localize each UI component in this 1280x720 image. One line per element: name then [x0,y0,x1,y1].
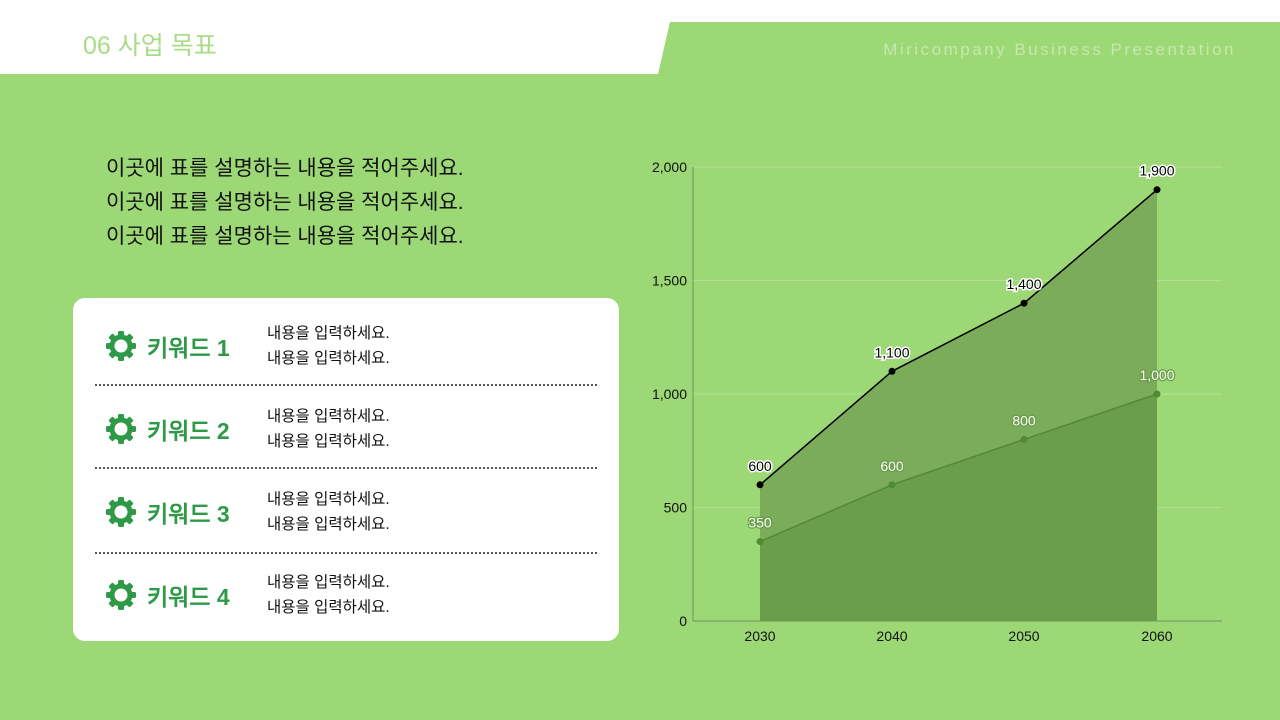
y-tick-label: 1,500 [652,273,687,289]
gear-icon [106,331,136,361]
header-green-band [658,22,1280,74]
keyword-label: 키워드 1 [147,335,230,361]
description-line: 이곳에 표를 설명하는 내용을 적어주세요. [106,191,464,214]
series-2-point [888,481,896,489]
series-2-area [760,394,1157,621]
data-label: 600 [880,458,904,474]
keyword-label: 키워드 3 [147,501,230,527]
divider [95,552,597,554]
series-1-point [756,481,764,489]
data-label: 800 [1012,412,1036,428]
page-title: 06 사업 목표 [83,32,217,60]
description-line: 이곳에 표를 설명하는 내용을 적어주세요. [106,157,464,180]
x-tick-label: 2040 [876,628,907,644]
keyword-content-line: 내용을 입력하세요. [267,599,390,616]
keyword-content-line: 내용을 입력하세요. [267,491,390,508]
y-tick-label: 1,000 [652,386,687,402]
keyword-content-line: 내용을 입력하세요. [267,325,390,342]
data-label: 1,000 [1139,367,1174,383]
series-1-point [888,367,896,375]
series-2-point [1020,435,1028,443]
y-tick-label: 0 [679,613,687,629]
keyword-row-1: 키워드 1 내용을 입력하세요. 내용을 입력하세요. [73,298,619,381]
divider [95,467,597,469]
keyword-content-line: 내용을 입력하세요. [267,408,390,425]
x-tick-label: 2050 [1008,628,1039,644]
series-2-line [759,393,1158,543]
data-label: 1,100 [874,344,909,360]
y-tick-label: 500 [664,500,688,516]
keyword-content: 내용을 입력하세요. 내용을 입력하세요. [267,487,390,537]
gear-icon [106,414,136,444]
keyword-content-line: 내용을 입력하세요. [267,574,390,591]
series-2-point [1153,390,1161,398]
keyword-content: 내용을 입력하세요. 내용을 입력하세요. [267,404,390,454]
brand-text: Miricompany Business Presentation [883,40,1236,59]
data-label: 600 [748,458,772,474]
y-tick-label: 2,000 [652,159,687,175]
keyword-label: 키워드 2 [147,418,230,444]
gear-icon [106,580,136,610]
keyword-row-4: 키워드 4 내용을 입력하세요. 내용을 입력하세요. [73,547,619,630]
keyword-label: 키워드 4 [147,584,230,610]
gear-icon [106,497,136,527]
keyword-card: 키워드 1 내용을 입력하세요. 내용을 입력하세요. 키워드 2 내용을 입력… [73,298,619,641]
keyword-row-2: 키워드 2 내용을 입력하세요. 내용을 입력하세요. [73,381,619,464]
keyword-content: 내용을 입력하세요. 내용을 입력하세요. [267,321,390,371]
keyword-content-line: 내용을 입력하세요. [267,433,390,450]
data-label: 1,400 [1006,276,1041,292]
divider [95,384,597,386]
data-label: 1,900 [1139,163,1174,179]
keyword-content: 내용을 입력하세요. 내용을 입력하세요. [267,570,390,620]
description-line: 이곳에 표를 설명하는 내용을 적어주세요. [106,225,464,248]
series-1-point [1020,299,1028,307]
series-1-point [1153,186,1161,194]
x-tick-label: 2030 [744,628,775,644]
series-2-point [756,538,764,546]
keyword-content-line: 내용을 입력하세요. [267,516,390,533]
chart-description: 이곳에 표를 설명하는 내용을 적어주세요. 이곳에 표를 설명하는 내용을 적… [106,152,566,254]
x-tick-label: 2060 [1141,628,1172,644]
keyword-row-3: 키워드 3 내용을 입력하세요. 내용을 입력하세요. [73,464,619,547]
keyword-content-line: 내용을 입력하세요. [267,350,390,367]
series-1-line [759,189,1158,486]
area-chart: 0 500 1,000 1,500 2,000 2030 2040 2050 2060 600 1,… [652,159,1222,644]
data-label: 350 [748,515,772,531]
